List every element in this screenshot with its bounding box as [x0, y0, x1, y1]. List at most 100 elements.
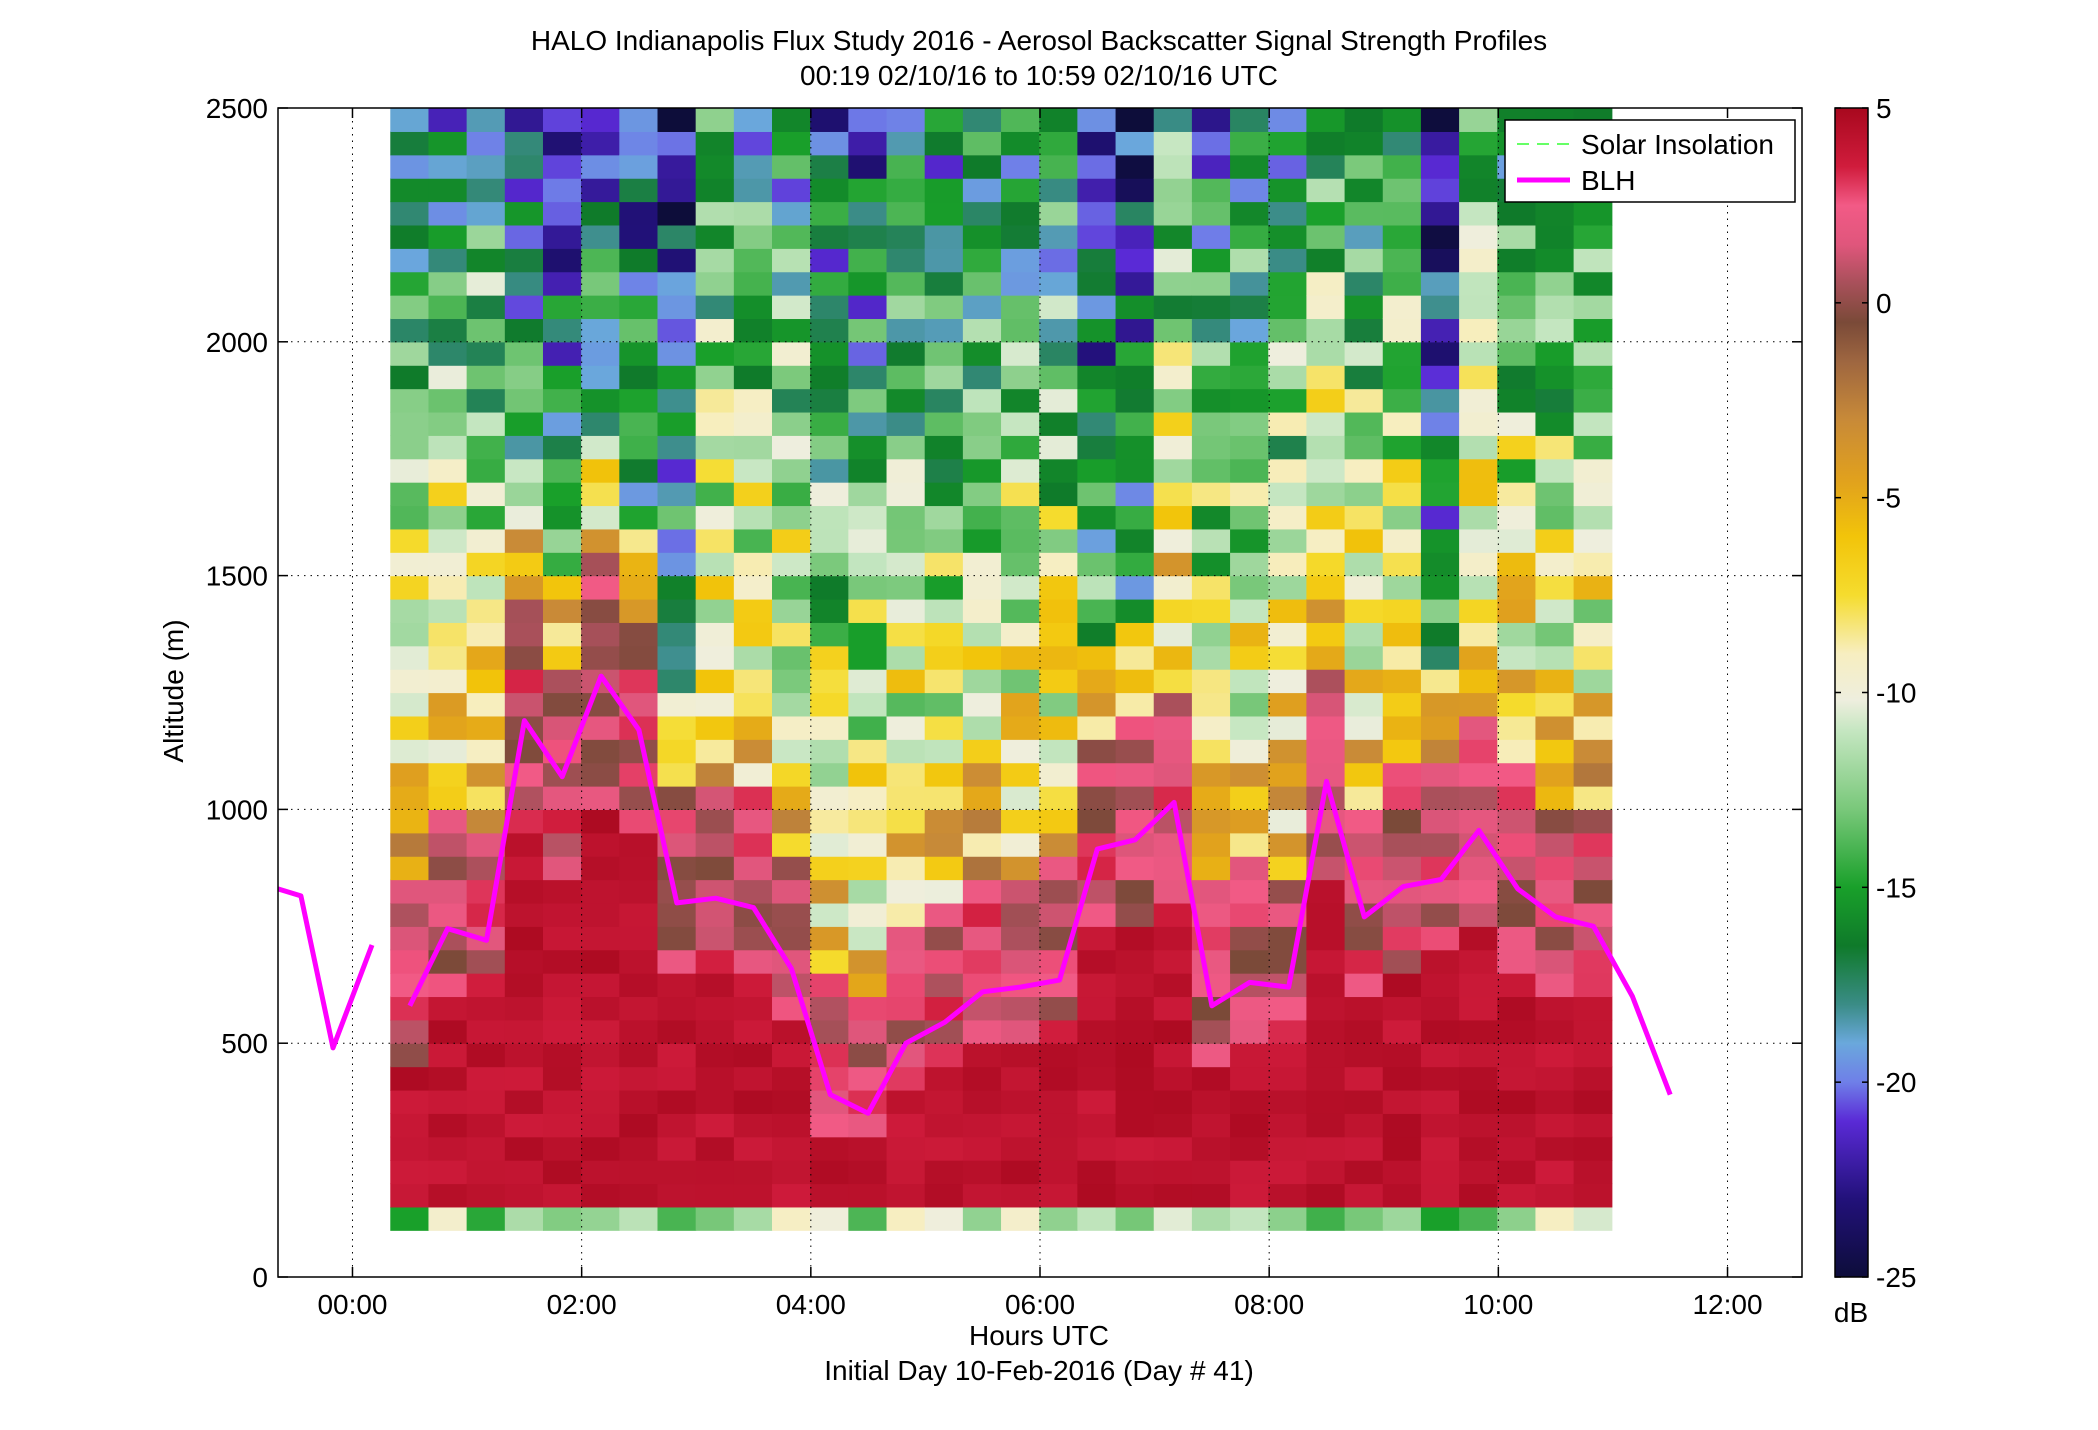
heatmap-cell	[1077, 388, 1117, 413]
heatmap-cell	[886, 739, 926, 764]
heatmap-cell	[1420, 458, 1460, 483]
heatmap-cell	[542, 692, 582, 717]
heatmap-cell	[1230, 435, 1269, 460]
heatmap-cell	[695, 1066, 735, 1091]
heatmap-cell	[772, 1043, 811, 1068]
heatmap-cell	[1344, 832, 1384, 857]
heatmap-cell	[1153, 131, 1193, 156]
heatmap-cell	[1115, 224, 1155, 249]
heatmap-cell	[1306, 131, 1346, 156]
heatmap-cell	[466, 949, 506, 974]
heatmap-cell	[1573, 388, 1613, 413]
heatmap-cell	[1420, 996, 1460, 1021]
heatmap-cell	[581, 528, 620, 553]
heatmap-cell	[466, 365, 506, 390]
heatmap-cell	[1153, 411, 1193, 436]
heatmap-cell	[1077, 365, 1117, 390]
heatmap-cell	[772, 295, 811, 320]
heatmap-cell	[1382, 996, 1422, 1021]
heatmap-cell	[733, 178, 773, 203]
heatmap-cell	[1382, 435, 1422, 460]
heatmap-cell	[1191, 341, 1231, 366]
heatmap-cell	[1420, 1206, 1460, 1231]
heatmap-cell	[466, 505, 506, 530]
heatmap-cell	[1077, 131, 1117, 156]
heatmap-cell	[733, 318, 773, 343]
heatmap-cell	[772, 365, 811, 390]
heatmap-cell	[695, 1043, 735, 1068]
heatmap-cell	[1497, 1066, 1537, 1091]
colorbar-tick-label: 5	[1876, 93, 1892, 124]
heatmap-cell	[542, 505, 582, 530]
heatmap-cell	[1573, 856, 1613, 881]
heatmap-cell	[810, 131, 849, 156]
heatmap-cell	[390, 879, 430, 904]
heatmap-cell	[1497, 1160, 1537, 1185]
heatmap-cell	[1115, 926, 1155, 951]
heatmap-cell	[886, 1019, 926, 1044]
heatmap-cell	[1497, 622, 1537, 647]
heatmap-cell	[810, 832, 849, 857]
heatmap-cell	[1459, 902, 1498, 927]
heatmap-cell	[1573, 692, 1613, 717]
heatmap-cell	[1115, 505, 1155, 530]
heatmap-cell	[1382, 645, 1422, 670]
heatmap-cell	[848, 902, 888, 927]
x-tick-label: 08:00	[1234, 1289, 1304, 1320]
heatmap-cell	[504, 762, 544, 787]
heatmap-cell	[1344, 715, 1384, 740]
heatmap-cell	[1382, 926, 1422, 951]
heatmap-cell	[1153, 482, 1193, 507]
heatmap-cell	[1115, 1043, 1155, 1068]
heatmap-cell	[924, 1043, 964, 1068]
heatmap-cell	[772, 1066, 811, 1091]
heatmap-cell	[1382, 341, 1422, 366]
heatmap-cell	[1039, 575, 1078, 600]
heatmap-cell	[1535, 1089, 1575, 1114]
heatmap-cell	[1077, 1066, 1117, 1091]
heatmap-cell	[1268, 341, 1308, 366]
heatmap-cell	[1344, 1089, 1384, 1114]
heatmap-cell	[542, 458, 582, 483]
heatmap-cell	[1497, 482, 1537, 507]
heatmap-cell	[504, 949, 544, 974]
heatmap-cell	[1306, 902, 1346, 927]
heatmap-cell	[1344, 458, 1384, 483]
heatmap-cell	[619, 1066, 659, 1091]
heatmap-cell	[390, 645, 430, 670]
heatmap-cell	[657, 739, 697, 764]
heatmap-cell	[1153, 622, 1193, 647]
heatmap-cell	[1420, 131, 1460, 156]
heatmap-cell	[733, 528, 773, 553]
heatmap-cell	[1077, 154, 1117, 179]
heatmap-cell	[504, 201, 544, 226]
heatmap-cell	[1153, 973, 1193, 998]
heatmap-cell	[810, 482, 849, 507]
heatmap-cell	[1268, 1066, 1308, 1091]
heatmap-cell	[1230, 505, 1269, 530]
heatmap-cell	[1230, 622, 1269, 647]
heatmap-cell	[1115, 669, 1155, 694]
heatmap-cell	[581, 832, 620, 857]
heatmap-cell	[810, 1136, 849, 1161]
heatmap-cell	[1344, 482, 1384, 507]
heatmap-cell	[886, 458, 926, 483]
heatmap-cell	[733, 1019, 773, 1044]
heatmap-cell	[619, 131, 659, 156]
heatmap-cell	[1268, 388, 1308, 413]
heatmap-cell	[390, 1019, 430, 1044]
heatmap-cell	[1153, 1043, 1193, 1068]
heatmap-cell	[1001, 505, 1040, 530]
heatmap-cell	[1382, 1160, 1422, 1185]
heatmap-cell	[772, 248, 811, 273]
heatmap-cell	[962, 295, 1002, 320]
heatmap-cell	[1306, 949, 1346, 974]
heatmap-cell	[1497, 645, 1537, 670]
heatmap-cell	[1001, 996, 1040, 1021]
heatmap-cell	[1535, 1136, 1575, 1161]
heatmap-cell	[1191, 411, 1231, 436]
heatmap-cell	[390, 1206, 430, 1231]
heatmap-cell	[542, 318, 582, 343]
heatmap-cell	[1420, 575, 1460, 600]
heatmap-cell	[1306, 271, 1346, 296]
